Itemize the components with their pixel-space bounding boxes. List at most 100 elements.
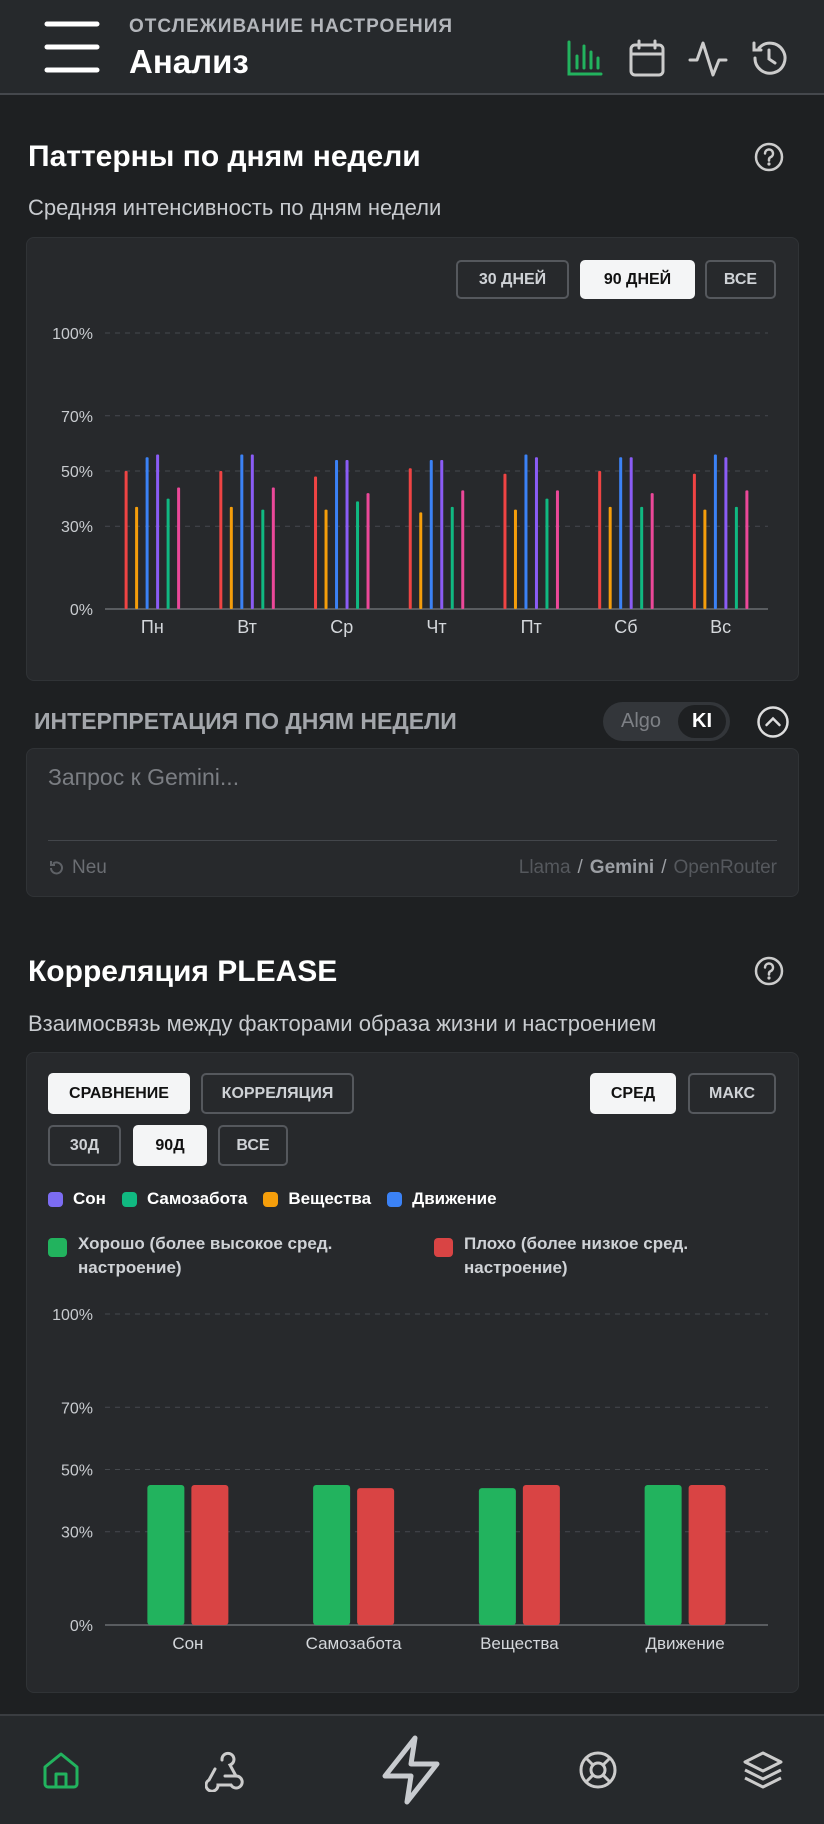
legend-swatch: [434, 1238, 453, 1257]
provider-option[interactable]: OpenRouter: [673, 857, 777, 878]
bar: [619, 457, 623, 609]
range-button[interactable]: 90Д: [133, 1125, 207, 1166]
range-button[interactable]: ВСЕ: [705, 260, 776, 299]
stat-button[interactable]: СРЕД: [590, 1073, 676, 1114]
bar: [357, 1488, 395, 1625]
bar: [219, 471, 223, 609]
y-tick-label: 50%: [61, 464, 93, 481]
quick-action[interactable]: [375, 1734, 447, 1806]
bar: [629, 457, 633, 609]
y-tick-label: 50%: [61, 1463, 93, 1480]
separator: /: [577, 857, 583, 878]
bar: [419, 512, 423, 609]
y-tick-label: 30%: [61, 1525, 93, 1542]
activity-tab[interactable]: [688, 38, 728, 78]
legend-swatch: [387, 1191, 403, 1207]
view-button[interactable]: КОРРЕЛЯЦИЯ: [201, 1073, 354, 1114]
header-title: Анализ: [129, 43, 249, 80]
legend-item: Плохо (более низкое сред. настроение): [434, 1232, 734, 1280]
bar: [147, 1485, 185, 1625]
calendar-tab[interactable]: [627, 38, 667, 78]
x-tick-label: Вс: [710, 617, 731, 637]
range-button[interactable]: 30 ДНЕЙ: [456, 260, 569, 299]
query-input[interactable]: Запрос к Gemini...: [48, 764, 240, 790]
home-tab[interactable]: [41, 1750, 81, 1790]
bar: [313, 1485, 351, 1625]
range-button[interactable]: ВСЕ: [218, 1125, 288, 1166]
x-tick-label: Чт: [426, 617, 446, 637]
provider-option[interactable]: Llama: [518, 857, 571, 878]
bar: [703, 509, 707, 609]
menu-button[interactable]: [44, 20, 100, 74]
x-tick-label: Ср: [330, 617, 353, 637]
view-button[interactable]: СРАВНЕНИЕ: [48, 1073, 190, 1114]
provider-option[interactable]: Gemini: [589, 857, 655, 878]
chart-card: [26, 237, 799, 681]
x-tick-label: Вт: [237, 617, 257, 637]
history-tab[interactable]: [749, 38, 789, 78]
collapse-button[interactable]: [756, 705, 790, 739]
range-button[interactable]: 90 ДНЕЙ: [580, 260, 695, 299]
bar: [124, 471, 128, 609]
legend-label: Движение: [412, 1189, 497, 1208]
bar: [261, 509, 265, 609]
bar: [650, 493, 654, 609]
correlation-chart: 0% 30% 50% 70% 100% Сон Самозабота Вещества Движ…: [52, 1307, 768, 1653]
bar: [534, 457, 538, 609]
legend-item: Вещества: [263, 1189, 371, 1209]
bar: [450, 506, 454, 609]
divider: [48, 840, 777, 841]
stat-button[interactable]: МАКС: [688, 1073, 776, 1114]
bar: [608, 506, 612, 609]
legend-label: Вещества: [288, 1189, 372, 1208]
bar: [461, 490, 465, 609]
bar: [503, 473, 507, 609]
reset-button[interactable]: Neu: [72, 857, 107, 878]
bar: [145, 457, 149, 609]
y-tick-label: 70%: [61, 1400, 93, 1417]
mode-option[interactable]: KI: [678, 705, 726, 738]
legend-label: Плохо (более низкое сред. настроение): [464, 1234, 689, 1277]
layers-tab[interactable]: [742, 1749, 784, 1791]
bar: [191, 1485, 229, 1625]
bar: [177, 487, 181, 609]
query-card: [26, 748, 799, 897]
bar: [478, 1488, 516, 1625]
bar: [345, 459, 349, 609]
separator: /: [661, 857, 667, 878]
bar: [688, 1485, 726, 1625]
y-tick-label: 0%: [70, 602, 93, 619]
section-subtitle: Средняя интенсивность по дням недели: [28, 195, 442, 220]
mode-option[interactable]: Algo: [621, 710, 662, 732]
bar: [240, 454, 244, 609]
bar: [644, 1485, 682, 1625]
bar: [513, 509, 517, 609]
help-icon[interactable]: [754, 142, 784, 172]
help-icon[interactable]: [754, 956, 784, 986]
bar: [314, 476, 318, 609]
legend-swatch: [48, 1238, 67, 1257]
range-button[interactable]: 30Д: [48, 1125, 121, 1166]
bar: [724, 457, 728, 609]
factor-legend: Сон Самозабота Вещества Движение: [48, 1189, 497, 1209]
bar: [229, 506, 233, 609]
header: [0, 0, 824, 95]
bar: [135, 506, 139, 609]
bar: [692, 473, 696, 609]
analysis-tab[interactable]: [565, 38, 605, 78]
weekday-chart: 0% 30% 50% 70% 100% Пн Вт Ср Чт Пт Сб Вс: [52, 326, 768, 637]
bar: [522, 1485, 560, 1625]
legend-label: Хорошо (более высокое сред. настроение): [78, 1234, 333, 1277]
legend-item: Движение: [387, 1189, 497, 1209]
bar: [156, 454, 160, 609]
legend-item: Сон: [48, 1189, 106, 1209]
bar: [429, 459, 433, 609]
support-tab[interactable]: [577, 1749, 619, 1791]
y-tick-label: 100%: [52, 326, 93, 343]
bar: [745, 490, 749, 609]
webhook-tab[interactable]: [205, 1750, 247, 1792]
bottom-nav: [0, 1714, 824, 1824]
bar: [440, 459, 444, 609]
